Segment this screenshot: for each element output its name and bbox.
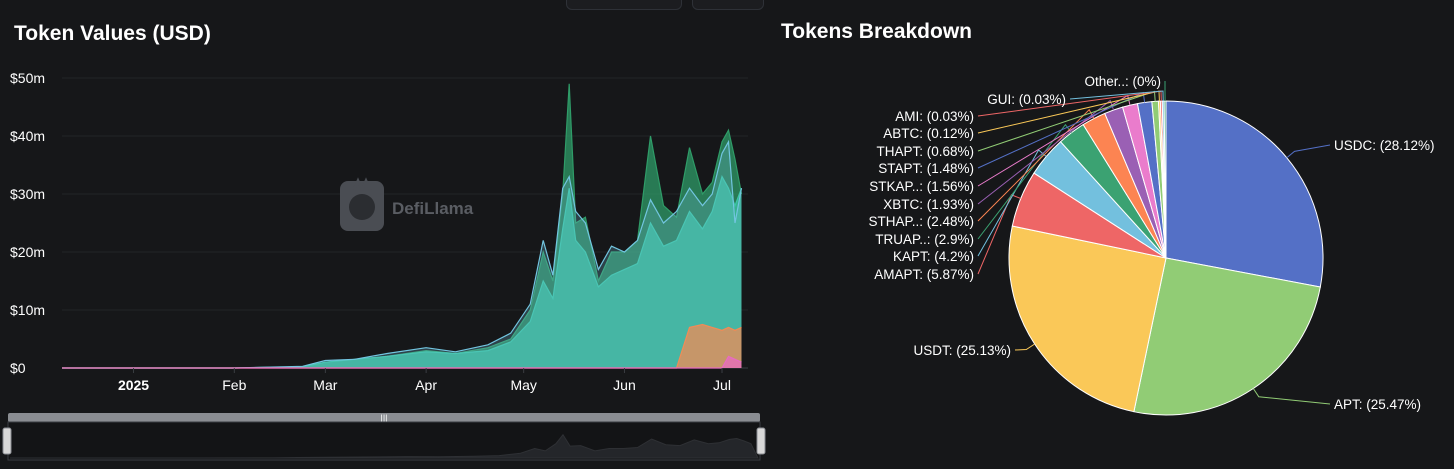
x-tick-label: Jun [613,377,636,393]
x-tick-label: May [510,377,536,393]
pie-leader-line [977,149,1047,257]
watermark-text: DefiLlama [392,199,474,218]
pie-slice-label: KAPT: (4.2%) [893,249,974,264]
x-tick-label: Mar [313,377,337,393]
slider-left-handle[interactable] [2,427,12,455]
y-tick-label: $30m [10,186,45,202]
pie-leader-line [1286,144,1331,159]
x-tick-label: Apr [415,377,437,393]
tokens-breakdown-chart: USDC: (28.12%) APT: (25.47%) USDT: (25.13%… [868,74,1435,416]
series-area-2 [62,141,742,368]
token-values-panel: Token Values (USD) DefiLlama $0 $10m $20m $… [2,22,766,461]
slider-grip-icon[interactable]: ||| [380,413,387,423]
pie-slice-label: APT: (25.47%) [1334,397,1421,412]
y-tick-label: $50m [10,70,45,86]
y-tick-label: $10m [10,302,45,318]
pie-slice-label: Other..: (0%) [1084,74,1161,89]
y-tick-label: $20m [10,244,45,260]
slider-right-handle[interactable] [756,427,766,455]
y-tick-label: $0 [10,360,26,376]
pie-slice-label: THAPT: (0.68%) [876,144,974,159]
series-area-1 [62,176,742,368]
token-values-chart: DefiLlama $0 $10m $20m $30m $40m $50m 2025 Feb… [2,70,766,461]
y-tick-label: $40m [10,128,45,144]
range-slider[interactable]: ||| [2,413,766,461]
pie-leader-line [1252,388,1331,405]
slider-bar[interactable] [8,413,760,422]
pie-slice-label: USDC: (28.12%) [1334,138,1435,153]
defillama-watermark: DefiLlama [340,177,474,231]
pie-slice-label: AMAPT: (5.87%) [874,267,974,282]
top-button-2[interactable] [692,0,764,10]
pie-slice-label: GUI: (0.03%) [987,92,1066,107]
slider-preview [10,433,759,459]
area-chart-title: Token Values (USD) [14,22,211,45]
pie-slice-label: TRUAP..: (2.9%) [875,232,974,247]
pie-slice-label: STKAP..: (1.56%) [869,179,974,194]
series-line-4 [62,355,742,369]
pie-slice[interactable] [1133,257,1321,416]
pie-slice[interactable] [1165,100,1324,288]
top-button-1[interactable] [566,0,682,10]
x-tick-label: Jul [713,377,731,393]
pie-chart-title: Tokens Breakdown [781,20,972,43]
pie-slice-label: XBTC: (1.93%) [883,197,974,212]
pie-leader-line [1014,343,1035,351]
tokens-breakdown-panel: Tokens Breakdown USDC: (28.12%) APT: (25.… [770,0,1454,469]
pie-slice-label: ABTC: (0.12%) [883,126,974,141]
pie-slice-label: STHAP..: (2.48%) [868,214,974,229]
x-tick-label: 2025 [118,377,149,393]
series-line-2 [62,139,743,369]
pie-slice[interactable] [1163,100,1167,259]
pie-slice-label: USDT: (25.13%) [913,343,1011,358]
pie-slice-label: AMI: (0.03%) [895,109,974,124]
pie-leader-line [1069,90,1164,102]
pie-slice-label: STAPT: (1.48%) [878,161,974,176]
x-tick-label: Feb [222,377,246,393]
